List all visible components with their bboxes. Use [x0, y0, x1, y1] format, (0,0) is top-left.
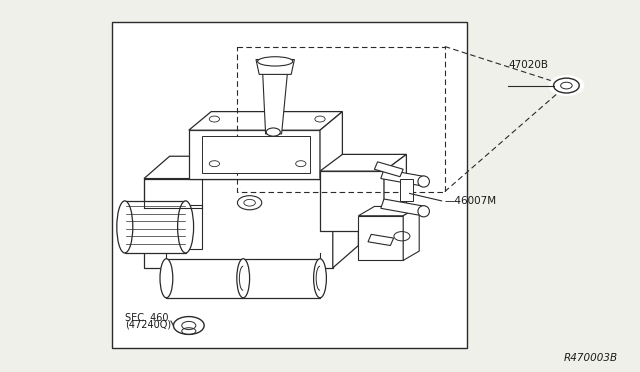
Circle shape — [182, 321, 196, 330]
Polygon shape — [320, 112, 342, 179]
Polygon shape — [400, 179, 413, 201]
Polygon shape — [358, 206, 419, 216]
Ellipse shape — [117, 201, 133, 253]
Ellipse shape — [418, 206, 429, 217]
Polygon shape — [256, 60, 294, 74]
Ellipse shape — [257, 57, 293, 66]
Text: SEC. 460: SEC. 460 — [125, 313, 168, 323]
Polygon shape — [333, 156, 358, 268]
Bar — [112, 22, 467, 348]
Circle shape — [561, 82, 572, 89]
Polygon shape — [320, 154, 406, 171]
Text: 47020B: 47020B — [509, 60, 548, 70]
Text: (47240Q): (47240Q) — [125, 320, 171, 330]
Circle shape — [173, 317, 204, 334]
Polygon shape — [125, 201, 186, 253]
Polygon shape — [381, 199, 426, 216]
Polygon shape — [144, 156, 358, 179]
Polygon shape — [182, 205, 202, 249]
Ellipse shape — [266, 128, 280, 136]
Polygon shape — [144, 179, 333, 268]
Polygon shape — [374, 162, 403, 177]
Ellipse shape — [418, 176, 429, 187]
Circle shape — [554, 78, 579, 93]
Bar — [122, 56, 454, 324]
Ellipse shape — [314, 259, 326, 298]
Polygon shape — [381, 169, 426, 186]
Ellipse shape — [160, 259, 173, 298]
Polygon shape — [243, 259, 320, 298]
Ellipse shape — [237, 259, 250, 298]
Ellipse shape — [178, 201, 193, 253]
Circle shape — [168, 314, 209, 337]
Polygon shape — [384, 154, 406, 231]
Text: R470003B: R470003B — [563, 353, 618, 363]
Polygon shape — [166, 259, 243, 298]
Polygon shape — [262, 67, 288, 134]
Polygon shape — [368, 234, 394, 246]
Polygon shape — [202, 136, 310, 173]
Polygon shape — [189, 112, 342, 130]
Polygon shape — [358, 216, 403, 260]
Polygon shape — [320, 171, 384, 231]
Polygon shape — [403, 206, 419, 260]
Circle shape — [548, 75, 584, 96]
Text: —46007M: —46007M — [445, 196, 497, 206]
Polygon shape — [189, 130, 320, 179]
